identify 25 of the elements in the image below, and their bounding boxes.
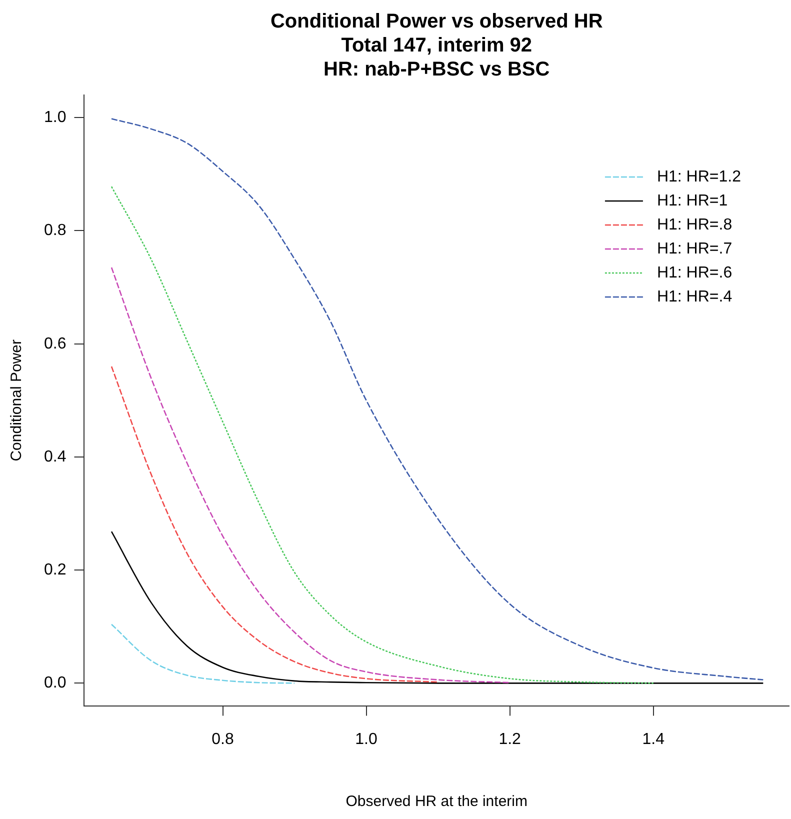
legend-label: H1: HR=.8: [656, 216, 732, 234]
x-tick-label: 1.2: [498, 730, 522, 748]
chart-title: Conditional Power vs observed HR Total 147, interim 92 HR: nab-P+BSC vs BSC: [270, 10, 604, 81]
legend-label: H1: HR=.4: [656, 288, 732, 306]
y-tick-label: 0.6: [44, 335, 66, 352]
line-series: [110, 530, 764, 684]
legend-label: H1: HR=1: [656, 192, 728, 210]
y-tick-label: 0.0: [44, 674, 66, 692]
line-series: [110, 118, 764, 680]
legend-label: H1: HR=1.2: [656, 168, 742, 186]
x-axis-title: Observed HR at the interim: [346, 793, 528, 810]
line-series: [110, 366, 439, 683]
line-series: [110, 186, 654, 684]
x-tick-label: 1.4: [642, 730, 665, 748]
y-tick-label: 0.8: [44, 222, 66, 240]
line-series: [110, 266, 510, 684]
x-tick-label: 0.8: [212, 730, 234, 748]
y-axis-title: Conditional Power: [8, 340, 26, 462]
x-tick-label: 1.0: [355, 730, 378, 748]
line-series: [110, 624, 296, 684]
legend-label: H1: HR=.6: [656, 264, 732, 282]
y-tick-label: 1.0: [44, 109, 66, 126]
y-tick-label: 0.4: [44, 448, 66, 466]
y-tick-label: 0.2: [44, 561, 66, 578]
legend-label: H1: HR=.7: [656, 240, 732, 258]
